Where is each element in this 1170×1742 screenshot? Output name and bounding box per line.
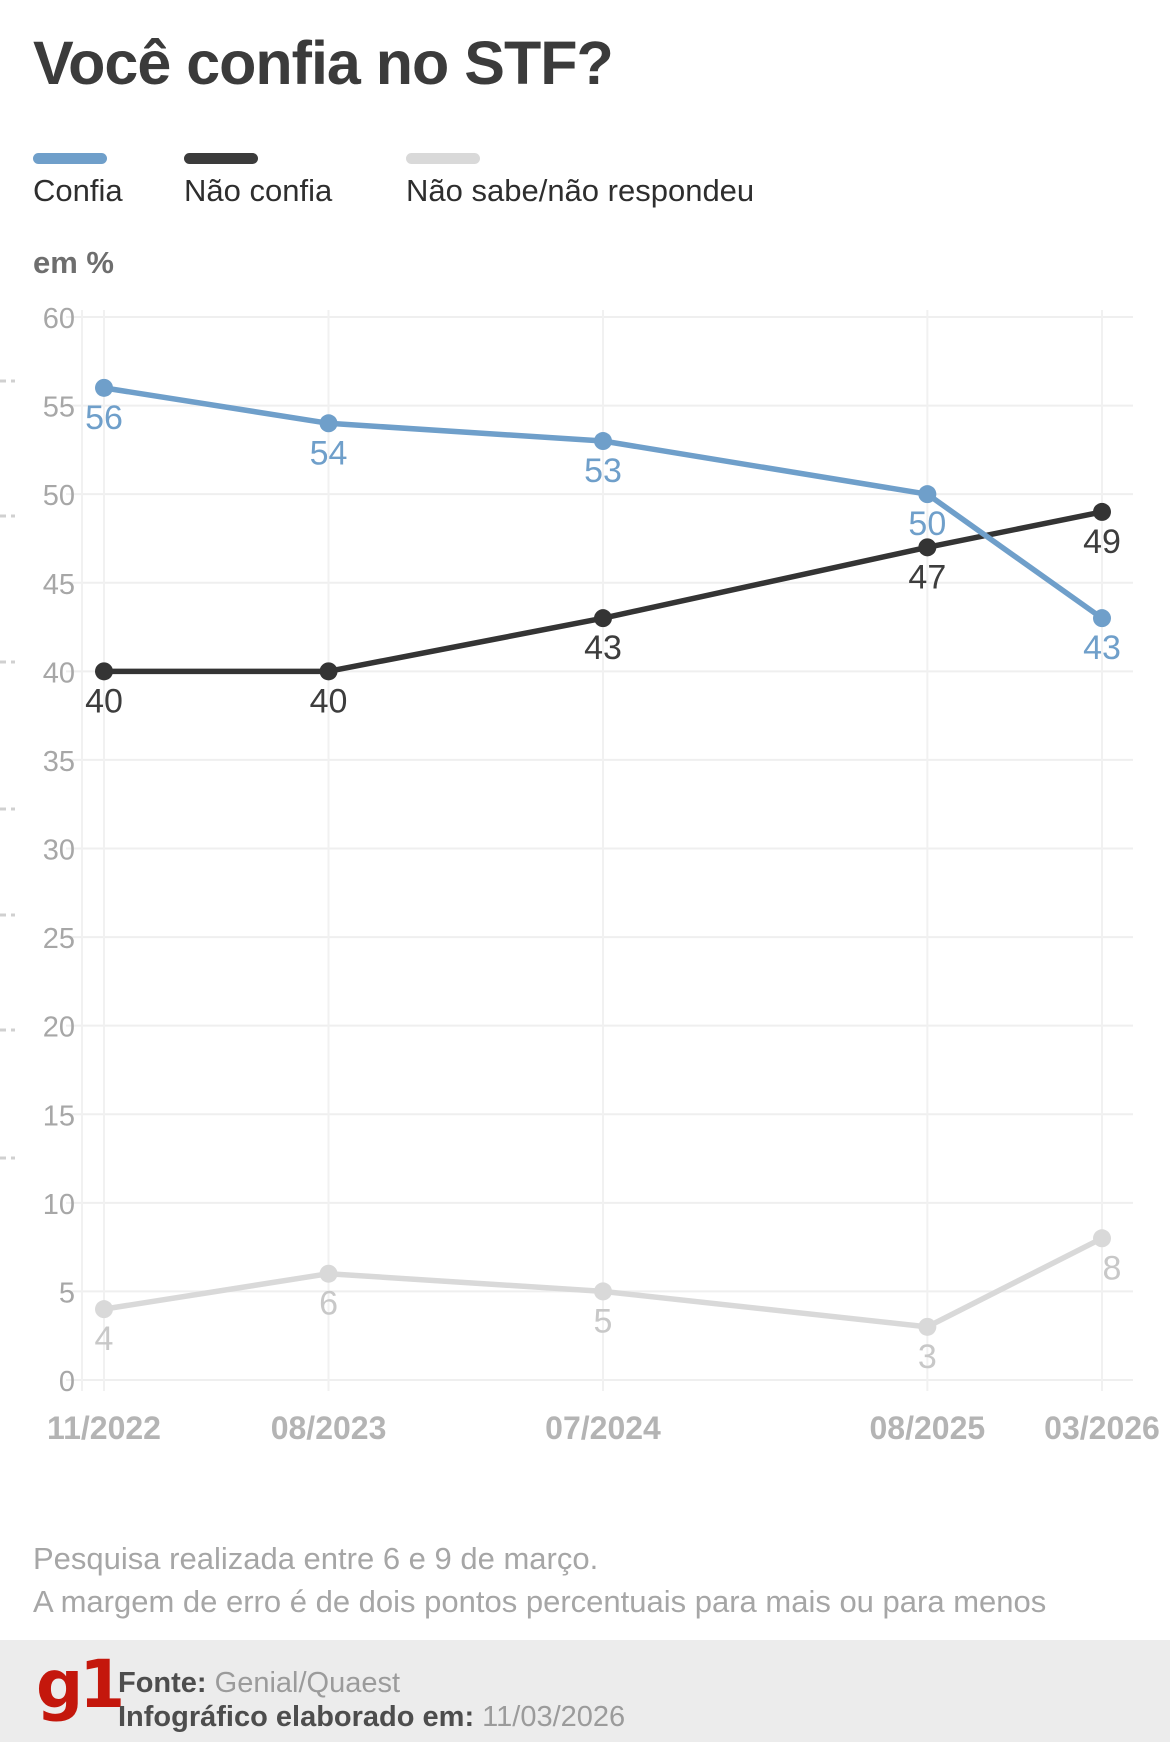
svg-text:15: 15	[43, 1100, 75, 1132]
source-block: Fonte: Genial/Quaest Infográfico elabora…	[118, 1666, 625, 1734]
unit-label: em %	[33, 245, 114, 280]
elaborated-line: Infográfico elaborado em: 11/03/2026	[118, 1700, 625, 1734]
svg-text:07/2024: 07/2024	[545, 1410, 661, 1446]
chart-title: Você confia no STF?	[33, 29, 614, 97]
series-n-o-sabe-n-o-respondeu: 4 6 5 3 8	[95, 1229, 1122, 1376]
legend-swatch-nao-sabe	[406, 153, 480, 164]
elaborated-label: Infográfico elaborado em:	[118, 1701, 475, 1733]
elaborated-value: 11/03/2026	[482, 1701, 626, 1733]
legend-label-nao-confia: Não confia	[184, 173, 333, 208]
legend-swatch-nao-confia	[184, 153, 258, 164]
svg-text:10: 10	[43, 1189, 75, 1221]
source-line: Fonte: Genial/Quaest	[118, 1666, 625, 1700]
value-label: 5	[594, 1302, 613, 1340]
data-point	[95, 378, 113, 397]
value-label: 50	[908, 505, 946, 543]
svg-text:55: 55	[43, 392, 75, 424]
data-point	[594, 1282, 612, 1301]
value-label: 4	[95, 1320, 114, 1358]
data-point	[594, 609, 612, 628]
source-value: Genial/Quaest	[214, 1667, 401, 1699]
data-point	[594, 432, 612, 451]
svg-text:08/2023: 08/2023	[271, 1410, 387, 1446]
value-label: 6	[319, 1285, 338, 1323]
data-point	[319, 414, 338, 433]
value-label: 53	[584, 452, 622, 490]
svg-text:40: 40	[43, 657, 75, 689]
legend-swatch-confia	[33, 153, 107, 164]
data-point	[1093, 1229, 1111, 1248]
svg-text:50: 50	[43, 480, 75, 512]
value-label: 56	[85, 399, 123, 437]
svg-text:20: 20	[43, 1012, 75, 1044]
value-label: 49	[1083, 523, 1121, 561]
note-line-2: A margem de erro é de dois pontos percen…	[33, 1584, 1047, 1619]
svg-text:5: 5	[59, 1277, 75, 1309]
value-label: 47	[908, 558, 946, 596]
svg-text:45: 45	[43, 569, 75, 601]
data-point	[1093, 502, 1111, 521]
value-label: 54	[310, 434, 348, 472]
data-point	[918, 485, 937, 504]
data-point	[918, 538, 937, 557]
value-label: 3	[918, 1338, 937, 1376]
data-point	[319, 1264, 338, 1283]
value-label: 43	[584, 629, 622, 667]
svg-text:08/2025: 08/2025	[870, 1410, 986, 1446]
data-point	[95, 662, 113, 681]
svg-text:03/2026: 03/2026	[1044, 1410, 1160, 1446]
survey-notes: Pesquisa realizada entre 6 e 9 de março.…	[33, 1537, 1046, 1623]
svg-text:11/2022: 11/2022	[47, 1410, 161, 1446]
svg-text:25: 25	[43, 923, 75, 955]
series-confia: 56 54 53 50 43	[85, 378, 1121, 667]
value-label: 8	[1103, 1249, 1122, 1287]
value-label: 43	[1083, 629, 1121, 667]
source-label: Fonte:	[118, 1667, 207, 1699]
legend-label-confia: Confia	[33, 173, 123, 208]
data-point	[95, 1300, 113, 1319]
legend-label-nao-sabe: Não sabe/não respondeu	[406, 173, 755, 208]
legend-item-confia: Confia	[33, 153, 123, 209]
data-point	[319, 662, 338, 681]
svg-text:30: 30	[43, 835, 75, 867]
legend-item-nao-sabe: Não sabe/não respondeu	[406, 153, 754, 209]
svg-text:60: 60	[43, 303, 75, 335]
g1-logo: g1	[36, 1646, 125, 1723]
svg-text:0: 0	[59, 1366, 75, 1398]
svg-text:35: 35	[43, 746, 75, 778]
data-point	[1093, 609, 1111, 628]
value-label: 40	[310, 682, 348, 720]
note-line-1: Pesquisa realizada entre 6 e 9 de março.	[33, 1541, 599, 1576]
legend-item-nao-confia: Não confia	[184, 153, 332, 209]
footer-bar: g1 Fonte: Genial/Quaest Infográfico elab…	[0, 1640, 1170, 1742]
data-point	[918, 1317, 937, 1336]
value-label: 40	[85, 682, 123, 720]
